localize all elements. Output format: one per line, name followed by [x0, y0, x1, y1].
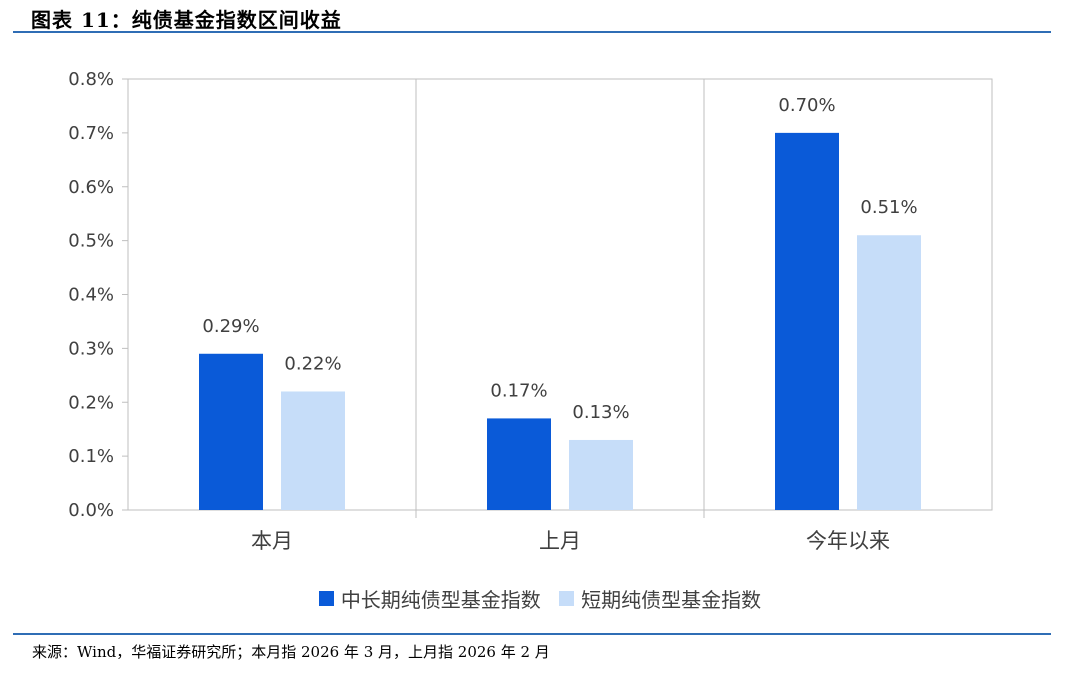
y-tick-label: 0.7%: [68, 123, 114, 144]
y-tick-label: 0.8%: [68, 69, 114, 90]
y-tick-label: 0.3%: [68, 338, 114, 359]
data-label: 0.70%: [778, 95, 835, 116]
bar-series2: [569, 439, 633, 510]
legend-label-series2: 短期纯债型基金指数: [581, 588, 762, 612]
bar-series1: [487, 418, 551, 510]
y-tick-label: 0.2%: [68, 392, 114, 413]
x-category-label: 上月: [539, 529, 581, 553]
y-tick-label: 0.1%: [68, 446, 114, 467]
y-tick-label: 0.0%: [68, 500, 114, 521]
y-tick-label: 0.6%: [68, 177, 114, 198]
data-label: 0.17%: [490, 380, 547, 401]
bar-series2: [281, 391, 345, 510]
title-rule: [13, 31, 1051, 33]
data-label: 0.29%: [202, 316, 259, 337]
legend-label-series1: 中长期纯债型基金指数: [340, 588, 541, 612]
bar-series1: [199, 353, 263, 510]
legend-item-series2: 短期纯债型基金指数: [559, 584, 761, 613]
bar-series2: [857, 235, 921, 511]
x-category-label: 本月: [251, 529, 293, 553]
legend-swatch-series1: [318, 591, 334, 606]
data-label: 0.51%: [860, 197, 917, 218]
chart-legend: 中长期纯债型基金指数 短期纯债型基金指数: [0, 584, 1080, 613]
legend-swatch-series2: [559, 591, 575, 606]
y-tick-label: 0.4%: [68, 285, 114, 306]
source-note: 来源：Wind，华福证券研究所；本月指 2026 年 3 月，上月指 2026 …: [32, 643, 550, 661]
y-tick-label: 0.5%: [68, 231, 114, 252]
source-rule: [13, 633, 1051, 635]
figure-title: 图表 11：纯债基金指数区间收益: [31, 8, 342, 32]
data-label: 0.13%: [572, 402, 629, 423]
legend-item-series1: 中长期纯债型基金指数: [318, 584, 541, 613]
bar-chart: 0.0% 0.1% 0.2% 0.3% 0.4% 0.5% 0.6% 0.7% 0.8% 本月 0.…: [68, 69, 993, 553]
bar-series1: [775, 132, 839, 510]
data-label: 0.22%: [284, 353, 341, 374]
x-category-label: 今年以来: [806, 529, 890, 553]
